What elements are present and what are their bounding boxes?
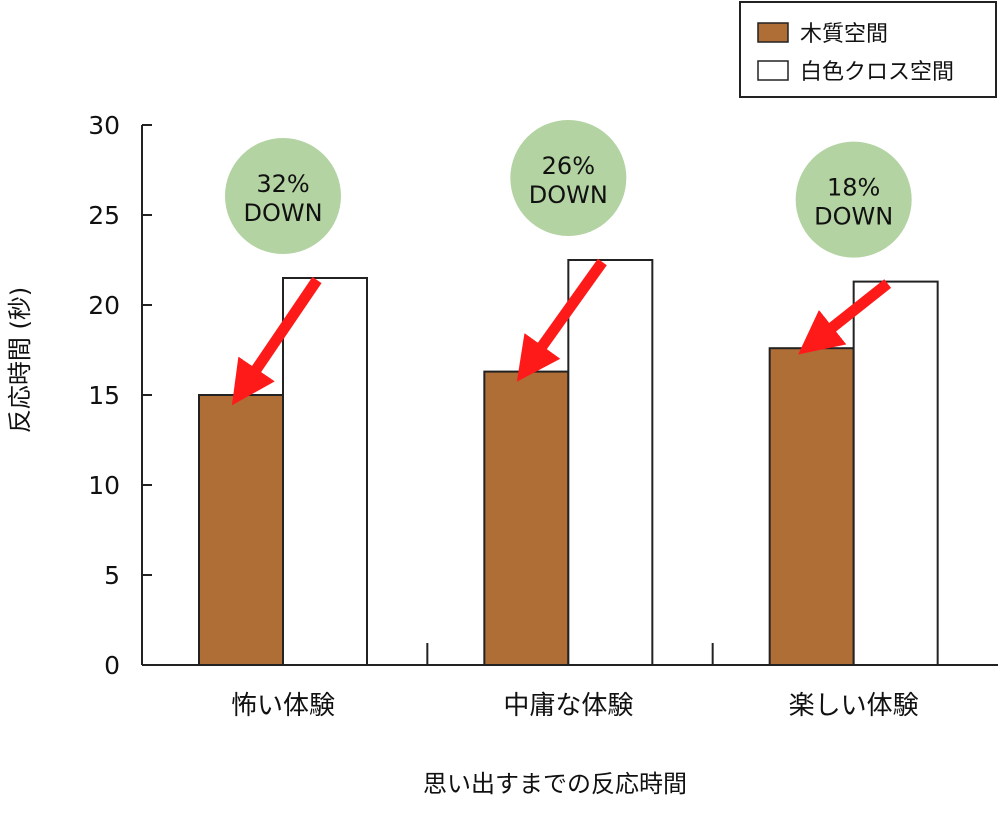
y-tick-label: 0	[104, 651, 120, 680]
annotation-percent: 32%	[256, 170, 309, 198]
decrease-arrow	[516, 258, 607, 382]
legend: 木質空間 白色クロス空間	[739, 1, 997, 98]
y-tick-label: 5	[104, 561, 120, 590]
x-tick-label: 怖い体験	[231, 691, 335, 721]
annotation-bubble	[795, 141, 912, 258]
bar-wood	[768, 347, 855, 666]
bar-white-cloth	[282, 277, 368, 666]
y-tick-label: 20	[88, 291, 120, 320]
y-tick-label: 25	[88, 201, 120, 230]
x-axis-label: 思い出すまでの反応時間	[423, 770, 687, 798]
legend-swatch-white-cloth	[757, 60, 789, 81]
y-tick-label: 10	[88, 471, 120, 500]
x-tick-label: 楽しい体験	[789, 691, 919, 721]
decrease-arrow	[798, 279, 892, 355]
bar-wood	[483, 370, 570, 666]
legend-label-white-cloth: 白色クロス空間	[800, 60, 954, 85]
annotation-down: DOWN	[529, 181, 608, 209]
y-tick-label: 30	[88, 111, 120, 140]
annotation-down: DOWN	[243, 199, 322, 227]
legend-label-wood: 木質空間	[800, 22, 888, 47]
annotation-bubble	[225, 138, 341, 254]
y-tick-label: 15	[88, 381, 120, 410]
bar-wood	[198, 394, 284, 666]
annotation-down: DOWN	[814, 203, 893, 231]
bars	[198, 259, 939, 666]
bar-white-cloth	[567, 259, 654, 666]
legend-box	[739, 1, 997, 98]
y-axis-label: 反応時間 (秒)	[6, 287, 34, 433]
annotation-percent: 26%	[542, 152, 595, 180]
bar-white-cloth	[852, 280, 939, 666]
legend-swatch-wood	[757, 22, 789, 43]
annotation-percent: 18%	[827, 174, 880, 202]
x-tick-label: 中庸な体験	[503, 691, 633, 721]
annotation-bubble	[510, 120, 627, 236]
decrease-arrow	[231, 276, 322, 406]
